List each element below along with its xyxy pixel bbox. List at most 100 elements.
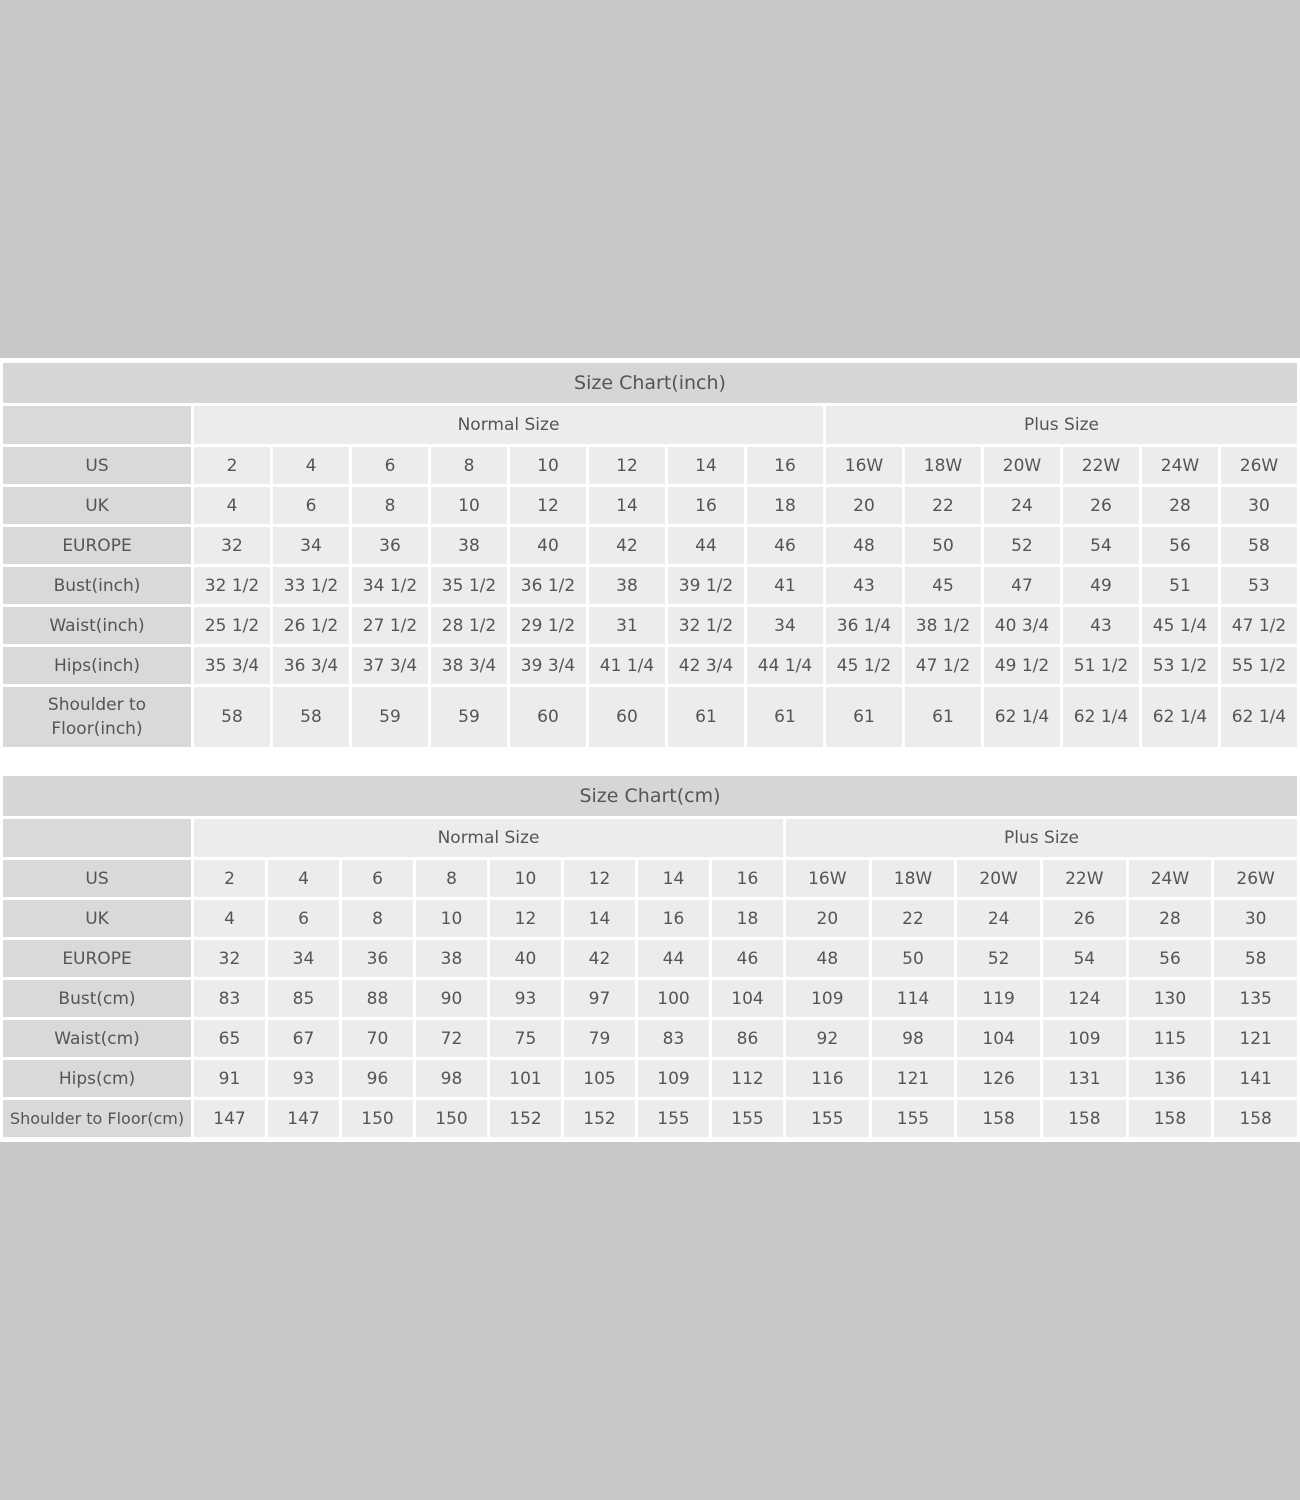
table-row: US 2 4 6 8 10 12 14 16 16W 18W 20W 22W 24W 26W — [3, 447, 1297, 484]
table-cell: 43 — [826, 567, 902, 604]
table-cell: 26 — [1063, 487, 1139, 524]
table-cell: 18W — [905, 447, 981, 484]
table-cell: 42 — [589, 527, 665, 564]
table-cell: 44 — [668, 527, 744, 564]
table-cell: 98 — [871, 1020, 955, 1057]
table-cell: 54 — [1042, 940, 1126, 977]
table-cell: 32 1/2 — [194, 567, 270, 604]
table-cell: 29 1/2 — [510, 607, 586, 644]
group-header-row: Normal Size Plus Size — [3, 819, 1297, 857]
table-cell: 47 — [984, 567, 1060, 604]
table-cell: 124 — [1042, 980, 1126, 1017]
table-cell: 150 — [416, 1100, 487, 1137]
table-cell: 28 1/2 — [431, 607, 507, 644]
table-cell: 18 — [747, 487, 823, 524]
table-cell: 147 — [194, 1100, 265, 1137]
table-cell: 6 — [352, 447, 428, 484]
table-cell: 18 — [712, 900, 783, 937]
table-cell: 105 — [564, 1060, 635, 1097]
table-cell: 115 — [1128, 1020, 1212, 1057]
table-cell: 56 — [1128, 940, 1212, 977]
table-cell: 22 — [871, 900, 955, 937]
table-cell: 36 1/2 — [510, 567, 586, 604]
table-cell: 98 — [416, 1060, 487, 1097]
table-cell: 37 3/4 — [352, 647, 428, 684]
row-label: US — [3, 860, 191, 897]
size-chart-inch: Size Chart(inch) Normal Size Plus Size US 2 4… — [0, 360, 1300, 750]
table-cell: 62 1/4 — [1063, 687, 1139, 747]
row-label: UK — [3, 487, 191, 524]
group-header-row: Normal Size Plus Size — [3, 406, 1297, 444]
table-cell: 158 — [1042, 1100, 1126, 1137]
table-cell: 136 — [1128, 1060, 1212, 1097]
table-row: Shoulder to Floor(cm) 147 147 150 150 152 152 1… — [3, 1100, 1297, 1137]
table-row: EUROPE 32 34 36 38 40 42 44 46 48 50 52 54 56 58 — [3, 940, 1297, 977]
table-cell: 75 — [490, 1020, 561, 1057]
row-label: Hips(cm) — [3, 1060, 191, 1097]
table-cell: 101 — [490, 1060, 561, 1097]
table-cell: 83 — [638, 1020, 709, 1057]
table-cell: 54 — [1063, 527, 1139, 564]
table-cell: 32 — [194, 527, 270, 564]
table-cell: 53 1/2 — [1142, 647, 1218, 684]
table-cell: 83 — [194, 980, 265, 1017]
table-cell: 100 — [638, 980, 709, 1017]
table-cell: 14 — [564, 900, 635, 937]
row-label: UK — [3, 900, 191, 937]
table-row: EUROPE 32 34 36 38 40 42 44 46 48 50 52 54 56 58 — [3, 527, 1297, 564]
table-cell: 44 1/4 — [747, 647, 823, 684]
table-cell: 18W — [871, 860, 955, 897]
table-cell: 32 1/2 — [668, 607, 744, 644]
table-cell: 10 — [431, 487, 507, 524]
title-row: Size Chart(cm) — [3, 776, 1297, 816]
table-cell: 60 — [510, 687, 586, 747]
table-cell: 96 — [342, 1060, 413, 1097]
row-label: EUROPE — [3, 940, 191, 977]
table-cell: 155 — [786, 1100, 869, 1137]
table-cell: 109 — [1042, 1020, 1126, 1057]
table-cell: 8 — [342, 900, 413, 937]
table-row: Waist(inch) 25 1/2 26 1/2 27 1/2 28 1/2 29 1/… — [3, 607, 1297, 644]
table-cell: 59 — [352, 687, 428, 747]
table-cell: 8 — [352, 487, 428, 524]
table-cell: 51 — [1142, 567, 1218, 604]
table-cell: 158 — [1128, 1100, 1212, 1137]
table-cell: 12 — [564, 860, 635, 897]
table-cell: 52 — [984, 527, 1060, 564]
table-cell: 38 — [416, 940, 487, 977]
row-label: EUROPE — [3, 527, 191, 564]
table-cell: 152 — [490, 1100, 561, 1137]
table-cell: 58 — [1214, 940, 1297, 977]
table-cell: 12 — [510, 487, 586, 524]
row-label: Shoulder to Floor(inch) — [3, 687, 191, 747]
row-label: Waist(cm) — [3, 1020, 191, 1057]
table-cell: 51 1/2 — [1063, 647, 1139, 684]
table-cell: 91 — [194, 1060, 265, 1097]
table-cell: 34 1/2 — [352, 567, 428, 604]
table-row: Hips(inch) 35 3/4 36 3/4 37 3/4 38 3/4 39 3/4… — [3, 647, 1297, 684]
table-cell: 109 — [786, 980, 869, 1017]
table-cell: 10 — [510, 447, 586, 484]
group-normal-size: Normal Size — [194, 819, 783, 857]
table-cell: 22 — [905, 487, 981, 524]
table-cell: 58 — [273, 687, 349, 747]
table-cell: 6 — [273, 487, 349, 524]
table-cell: 8 — [431, 447, 507, 484]
table-cell: 12 — [490, 900, 561, 937]
table-cell: 38 3/4 — [431, 647, 507, 684]
table-cell: 14 — [638, 860, 709, 897]
table-cell: 38 — [589, 567, 665, 604]
table-cell: 32 — [194, 940, 265, 977]
chart-title: Size Chart(cm) — [3, 776, 1297, 816]
table-cell: 44 — [638, 940, 709, 977]
row-label: Hips(inch) — [3, 647, 191, 684]
table-cell: 86 — [712, 1020, 783, 1057]
table-cell: 10 — [416, 900, 487, 937]
table-cell: 39 1/2 — [668, 567, 744, 604]
table-cell: 40 — [490, 940, 561, 977]
table-cell: 28 — [1142, 487, 1218, 524]
table-cell: 24W — [1128, 860, 1212, 897]
table-cell: 141 — [1214, 1060, 1297, 1097]
table-cell: 31 — [589, 607, 665, 644]
table-cell: 56 — [1142, 527, 1218, 564]
